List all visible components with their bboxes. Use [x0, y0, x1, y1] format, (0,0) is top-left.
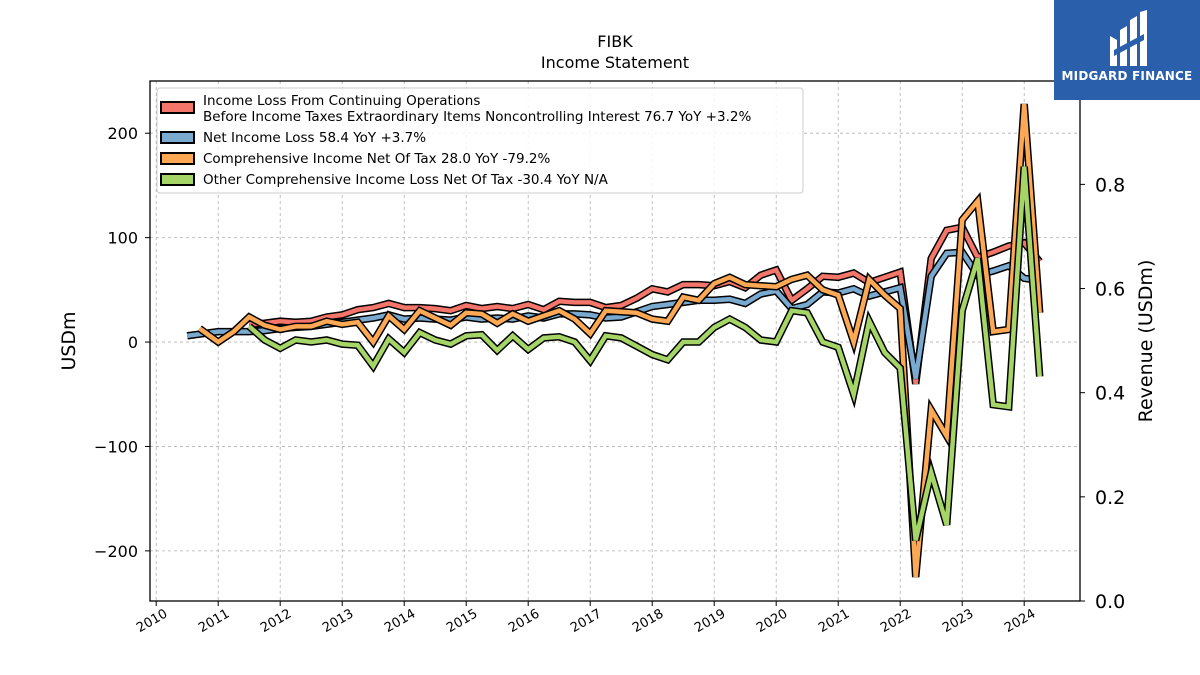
legend-label-income-loss-line2: Before Income Taxes Extraordinary Items … [203, 109, 751, 125]
y2-axis-label: Revenue (USDm) [1135, 260, 1157, 423]
x-tick-label: 2013 [320, 606, 356, 636]
series-line-2 [198, 103, 1042, 578]
x-tick-label: 2024 [1002, 606, 1038, 636]
y-tick-label: 0 [128, 333, 138, 352]
x-tick-label: 2016 [506, 606, 542, 636]
series-line-1 [186, 249, 1041, 379]
y-axis-label: USDm [58, 311, 80, 370]
x-tick-label: 2012 [258, 606, 294, 636]
midgard-logo-icon [1110, 10, 1147, 66]
legend-label-other-comprehensive: Other Comprehensive Income Loss Net Of T… [203, 172, 609, 188]
x-tick-label: 2014 [382, 606, 418, 636]
watermark-logo: MIDGARD FINANCE [1054, 0, 1200, 100]
x-tick-label: 2017 [568, 606, 604, 636]
x-tick-label: 2010 [134, 606, 170, 636]
x-tick-label: 2023 [940, 606, 976, 636]
y-tick-label: 200 [107, 124, 138, 143]
y2-tick-label: 0.2 [1095, 487, 1125, 509]
x-tick-label: 2019 [692, 606, 728, 636]
series-lines [186, 103, 1044, 578]
y2-tick-label: 0.0 [1095, 591, 1125, 613]
y-tick-label: −100 [94, 437, 138, 456]
legend-swatch-comprehensive-income [160, 152, 195, 165]
legend-swatch-net-income [160, 131, 195, 144]
legend-frame [156, 87, 804, 194]
x-tick-label: 2018 [630, 606, 666, 636]
legend: Income Loss From Continuing Operations B… [156, 87, 804, 194]
y2-tick-label: 0.4 [1095, 383, 1125, 405]
y-tick-label: 100 [107, 229, 138, 248]
x-tick-label: 2021 [816, 606, 852, 636]
plot-frame [149, 80, 1081, 602]
legend-swatch-other-comprehensive [160, 173, 195, 186]
legend-label-net-income: Net Income Loss 58.4 YoY +3.7% [203, 130, 426, 146]
chart-title: FIBK [597, 32, 633, 51]
legend-swatch-income-loss [160, 101, 195, 114]
y2-tick-label: 0.6 [1095, 279, 1125, 301]
watermark-brand-text: MIDGARD FINANCE [1061, 69, 1193, 83]
y2-tick-label: 0.8 [1095, 174, 1125, 196]
x-tick-label: 2011 [196, 606, 232, 636]
legend-label-income-loss-line1: Income Loss From Continuing Operations [203, 93, 480, 109]
x-tick-label: 2022 [878, 606, 914, 636]
y-tick-label: −200 [94, 542, 138, 561]
chart-subtitle: Income Statement [541, 53, 689, 72]
x-tick-label: 2020 [754, 606, 790, 636]
series-line-3 [247, 166, 1042, 541]
legend-label-comprehensive-income: Comprehensive Income Net Of Tax 28.0 YoY… [203, 151, 550, 167]
x-tick-label: 2015 [444, 606, 480, 636]
